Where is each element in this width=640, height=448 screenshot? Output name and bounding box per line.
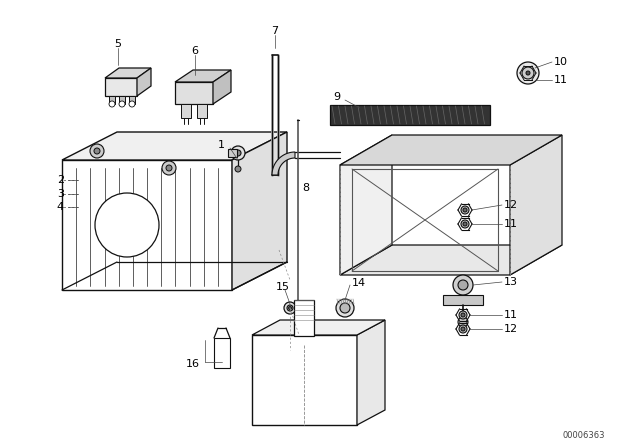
Ellipse shape bbox=[194, 170, 211, 182]
Text: 00006363: 00006363 bbox=[563, 431, 605, 440]
Circle shape bbox=[459, 325, 467, 333]
Circle shape bbox=[166, 165, 172, 171]
Polygon shape bbox=[175, 82, 213, 104]
Circle shape bbox=[289, 306, 291, 310]
Text: 13: 13 bbox=[504, 277, 518, 287]
Circle shape bbox=[461, 313, 465, 317]
Polygon shape bbox=[105, 78, 137, 96]
Bar bbox=[294, 300, 314, 336]
Polygon shape bbox=[175, 70, 231, 82]
Circle shape bbox=[119, 101, 125, 107]
Polygon shape bbox=[357, 320, 385, 425]
Circle shape bbox=[284, 302, 296, 314]
Text: 9: 9 bbox=[333, 92, 340, 102]
Polygon shape bbox=[340, 135, 392, 275]
Bar bbox=[330, 105, 490, 125]
Ellipse shape bbox=[114, 170, 131, 182]
Bar bbox=[181, 104, 191, 118]
Ellipse shape bbox=[154, 170, 170, 182]
Text: 3: 3 bbox=[57, 189, 64, 199]
Text: 5: 5 bbox=[115, 39, 122, 49]
Polygon shape bbox=[105, 68, 151, 78]
Circle shape bbox=[522, 67, 534, 79]
Polygon shape bbox=[340, 245, 562, 275]
Circle shape bbox=[94, 148, 100, 154]
Circle shape bbox=[463, 222, 467, 226]
Bar bbox=[214, 338, 230, 368]
Text: 15: 15 bbox=[276, 282, 290, 292]
Text: 12: 12 bbox=[504, 200, 518, 210]
Text: 7: 7 bbox=[271, 26, 278, 36]
Ellipse shape bbox=[186, 152, 202, 164]
Circle shape bbox=[458, 317, 468, 327]
Bar bbox=[228, 149, 237, 157]
Circle shape bbox=[461, 327, 465, 331]
Circle shape bbox=[235, 166, 241, 172]
Circle shape bbox=[463, 208, 467, 212]
Circle shape bbox=[453, 275, 473, 295]
Circle shape bbox=[162, 161, 176, 175]
Polygon shape bbox=[213, 70, 231, 104]
Text: 6: 6 bbox=[191, 46, 198, 56]
Bar bbox=[129, 96, 135, 104]
Bar bbox=[119, 96, 125, 104]
Polygon shape bbox=[272, 152, 295, 175]
Polygon shape bbox=[252, 320, 385, 335]
Circle shape bbox=[340, 303, 350, 313]
Polygon shape bbox=[137, 68, 151, 96]
Circle shape bbox=[287, 305, 293, 311]
Text: 1: 1 bbox=[218, 140, 225, 150]
Bar bbox=[109, 96, 115, 104]
Text: 16: 16 bbox=[186, 359, 200, 369]
Circle shape bbox=[109, 101, 115, 107]
Circle shape bbox=[235, 150, 241, 156]
Polygon shape bbox=[62, 132, 287, 160]
Circle shape bbox=[95, 193, 159, 257]
Text: 8: 8 bbox=[302, 183, 309, 193]
Bar bbox=[197, 104, 207, 118]
Circle shape bbox=[526, 71, 530, 75]
Circle shape bbox=[517, 62, 539, 84]
Text: 10: 10 bbox=[554, 57, 568, 67]
Text: 2: 2 bbox=[57, 175, 64, 185]
Bar bbox=[252, 335, 357, 425]
Circle shape bbox=[129, 101, 135, 107]
Polygon shape bbox=[340, 135, 562, 165]
Circle shape bbox=[459, 311, 467, 319]
Circle shape bbox=[458, 280, 468, 290]
Text: 14: 14 bbox=[352, 278, 366, 288]
Text: 12: 12 bbox=[504, 324, 518, 334]
Polygon shape bbox=[510, 135, 562, 275]
Polygon shape bbox=[232, 132, 287, 290]
Text: 11: 11 bbox=[504, 310, 518, 320]
Text: 11: 11 bbox=[554, 75, 568, 85]
Circle shape bbox=[461, 206, 469, 214]
Circle shape bbox=[461, 220, 469, 228]
Bar bbox=[443, 295, 483, 305]
Ellipse shape bbox=[106, 152, 122, 164]
Text: 4: 4 bbox=[57, 202, 64, 212]
Circle shape bbox=[231, 146, 245, 160]
Circle shape bbox=[90, 144, 104, 158]
Text: 11: 11 bbox=[504, 219, 518, 229]
Polygon shape bbox=[62, 160, 232, 290]
Ellipse shape bbox=[146, 152, 163, 164]
Circle shape bbox=[336, 299, 354, 317]
